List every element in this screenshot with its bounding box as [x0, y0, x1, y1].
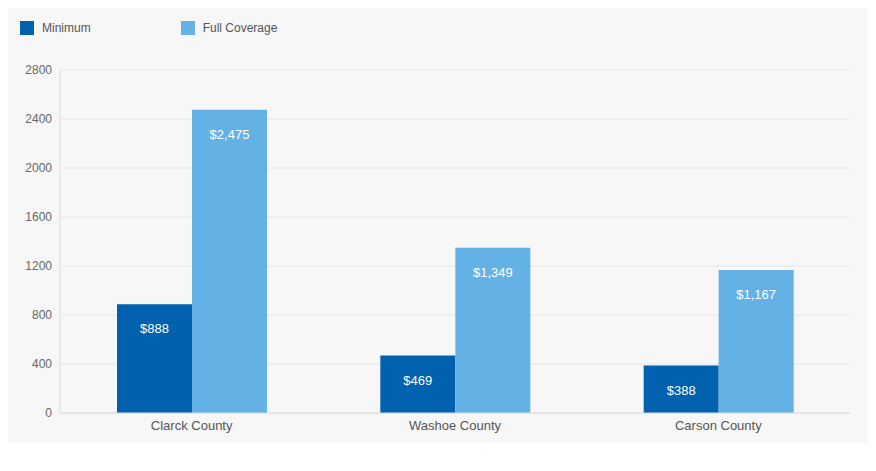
svg-text:800: 800 [32, 308, 52, 322]
svg-text:Clarck County: Clarck County [151, 418, 233, 433]
svg-text:1600: 1600 [25, 210, 52, 224]
svg-text:Carson County: Carson County [675, 418, 762, 433]
svg-text:$1,167: $1,167 [736, 287, 776, 302]
svg-text:2800: 2800 [25, 63, 52, 77]
svg-text:$1,349: $1,349 [473, 265, 513, 280]
svg-text:$888: $888 [140, 321, 169, 336]
svg-text:Washoe County: Washoe County [409, 418, 502, 433]
html-text:Full Coverage: Full Coverage [202, 21, 278, 35]
svg-text:2400: 2400 [25, 112, 52, 126]
svg-text:$469: $469 [403, 373, 432, 388]
svg-text:0: 0 [45, 406, 52, 420]
svg-text:$2,475: $2,475 [210, 127, 250, 142]
html-text:Minimum: Minimum [42, 21, 91, 35]
svg-text:2000: 2000 [25, 161, 52, 175]
svg-text:$388: $388 [667, 383, 696, 398]
svg-text:1200: 1200 [25, 259, 52, 273]
svg-text:400: 400 [32, 357, 52, 371]
